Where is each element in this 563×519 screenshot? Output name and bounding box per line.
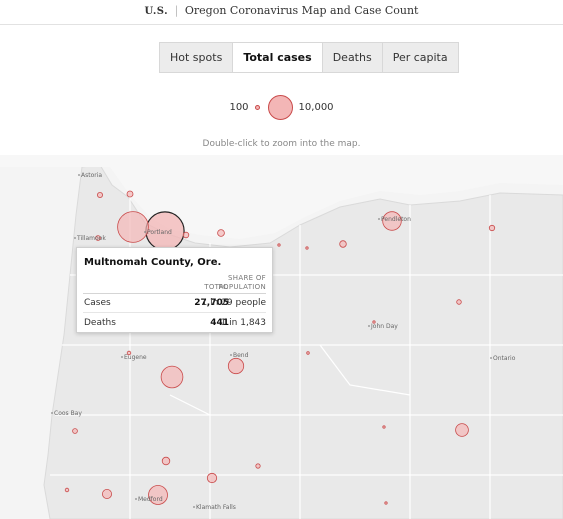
- county-bubble[interactable]: [148, 485, 168, 505]
- city-dot: [78, 174, 80, 176]
- county-bubble[interactable]: [339, 240, 347, 248]
- county-bubble[interactable]: [382, 425, 386, 429]
- county-tooltip: Multnomah County, Ore. TOTAL SHARE OF PO…: [76, 247, 273, 333]
- county-bubble[interactable]: [227, 357, 245, 375]
- county-bubble[interactable]: [126, 190, 134, 198]
- oregon-map[interactable]: Astoria Tillamook Portland Pendleton John Da…: [0, 155, 563, 519]
- metric-tabs: Hot spots Total cases Deaths Per capita: [159, 42, 459, 73]
- page-title: Oregon Coronavirus Map and Case Count: [184, 4, 419, 17]
- city-dot: [368, 325, 370, 327]
- city-label: Tillamook: [76, 235, 106, 242]
- city-dot: [193, 506, 195, 508]
- tooltip-row-total: 27,705: [194, 298, 229, 308]
- county-bubble[interactable]: [488, 224, 496, 232]
- city-label: Eugene: [124, 354, 147, 361]
- breadcrumb: U.S. | Oregon Coronavirus Map and Case C…: [0, 4, 563, 17]
- county-bubble[interactable]: [161, 456, 171, 466]
- city-label: Ontario: [493, 355, 516, 362]
- tooltip-col-share: SHARE OF POPULATION: [213, 274, 266, 292]
- city-label: John Day: [370, 323, 398, 330]
- city-label: Coos Bay: [54, 410, 82, 417]
- tooltip-divider: [83, 293, 266, 294]
- county-borders: [50, 195, 563, 519]
- city-label: Bend: [233, 352, 249, 359]
- map-svg[interactable]: Astoria Tillamook Portland Pendleton John Da…: [0, 155, 563, 519]
- county-bubble[interactable]: [72, 428, 78, 434]
- city-label: Klamath Falls: [196, 504, 236, 511]
- county-bubble[interactable]: [306, 351, 310, 355]
- county-bubble[interactable]: [206, 472, 218, 484]
- county-bubble[interactable]: [455, 423, 469, 437]
- county-bubble[interactable]: [182, 231, 190, 239]
- county-bubble[interactable]: [277, 243, 281, 247]
- legend-max-label: 10,000: [298, 101, 334, 113]
- city-label: Medford: [138, 496, 163, 503]
- city-dot: [51, 412, 53, 414]
- county-bubble[interactable]: [95, 235, 101, 241]
- city-labels: Astoria Tillamook Portland Pendleton John Da…: [51, 172, 516, 511]
- city-dot: [378, 218, 380, 220]
- county-bubble[interactable]: [97, 192, 104, 199]
- tooltip-row-cases: Cases 27,705 1 in 29 people: [77, 298, 274, 312]
- tooltip-county-name: Multnomah County, Ore.: [84, 257, 222, 268]
- tooltip-row-label: Cases: [84, 298, 111, 308]
- city-dot: [74, 237, 76, 239]
- tooltip-row-deaths: Deaths 441 1 in 1,843: [77, 318, 274, 332]
- county-bubble[interactable]: [255, 463, 261, 469]
- county-bubble[interactable]: [160, 365, 184, 389]
- tooltip-row-divider: [83, 312, 266, 313]
- county-bubble[interactable]: [382, 211, 402, 231]
- city-label: Pendleton: [381, 216, 411, 223]
- city-label: Portland: [147, 229, 172, 236]
- tooltip-col-share-line2: POPULATION: [218, 283, 266, 291]
- columbia-river: [0, 155, 563, 239]
- county-bubble[interactable]: [456, 299, 462, 305]
- legend-large-circle: [267, 94, 293, 120]
- legend-min-label: 100: [229, 101, 249, 113]
- tooltip-col-total: TOTAL: [204, 283, 228, 291]
- zoom-hint: Double-click to zoom into the map.: [202, 139, 361, 149]
- tooltip-row-total: 441: [210, 318, 229, 328]
- legend-small-circle: [254, 104, 260, 110]
- county-bubble[interactable]: [117, 211, 149, 243]
- breadcrumb-separator: |: [174, 4, 179, 17]
- county-bubble[interactable]: [372, 320, 376, 324]
- tab-total-cases[interactable]: Total cases: [233, 43, 323, 72]
- county-bubble[interactable]: [384, 501, 388, 505]
- page-header: U.S. | Oregon Coronavirus Map and Case C…: [0, 0, 563, 25]
- county-bubble[interactable]: [126, 350, 132, 356]
- tooltip-row-share: 1 in 29 people: [201, 298, 266, 308]
- county-bubble[interactable]: [217, 229, 225, 237]
- size-legend: 100 10,000: [0, 93, 563, 121]
- city-label: Astoria: [81, 172, 102, 179]
- city-dot: [121, 356, 123, 358]
- city-dot: [135, 498, 137, 500]
- breadcrumb-country[interactable]: U.S.: [144, 6, 169, 17]
- tab-deaths[interactable]: Deaths: [322, 43, 383, 72]
- county-bubble[interactable]: [102, 488, 113, 499]
- tab-per-capita[interactable]: Per capita: [382, 43, 458, 72]
- tooltip-col-share-line1: SHARE OF: [228, 274, 266, 282]
- county-bubble[interactable]: [305, 246, 309, 250]
- city-dot: [144, 231, 146, 233]
- tooltip-row-share: 1 in 1,843: [220, 318, 266, 328]
- tooltip-row-label: Deaths: [84, 318, 116, 328]
- county-bubble[interactable]: [64, 487, 70, 493]
- tab-hot-spots[interactable]: Hot spots: [160, 43, 234, 72]
- city-dot: [230, 354, 232, 356]
- city-dot: [490, 357, 492, 359]
- case-bubbles: [64, 190, 496, 505]
